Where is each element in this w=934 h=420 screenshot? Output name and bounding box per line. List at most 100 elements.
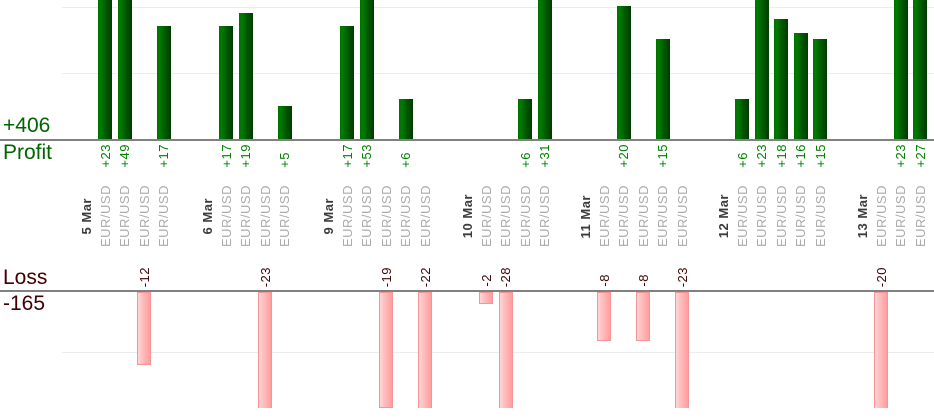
- profit-bar: [518, 99, 533, 139]
- profit-value-label-text: +6: [398, 152, 414, 168]
- profit-value-label: +53: [359, 139, 375, 168]
- symbol-label: EUR/USD: [136, 185, 152, 248]
- profit-bar: [98, 0, 113, 139]
- profit-value-label-text: +17: [339, 144, 355, 168]
- symbol-label-text: EUR/USD: [616, 185, 632, 248]
- symbol-label: EUR/USD: [517, 185, 533, 248]
- symbol-label: EUR/USD: [238, 185, 254, 248]
- date-label: 12 Mar: [715, 185, 731, 248]
- loss-value-label: -8: [596, 256, 612, 287]
- loss-bar: [137, 292, 152, 365]
- symbol-label: EUR/USD: [97, 185, 113, 248]
- profit-gridline-20: [62, 7, 934, 8]
- symbol-label: EUR/USD: [674, 185, 690, 248]
- profit-bar: [913, 0, 928, 139]
- date-label-text: 9 Mar: [320, 198, 336, 235]
- profit-value-label: +17: [339, 139, 355, 168]
- profit-value-label-text: +19: [238, 144, 254, 168]
- profit-bar: [537, 0, 552, 139]
- symbol-label-text: EUR/USD: [517, 185, 533, 248]
- symbol-label-text: EUR/USD: [398, 185, 414, 248]
- symbol-label-text: EUR/USD: [339, 185, 355, 248]
- loss-value-label: -19: [378, 256, 394, 287]
- symbol-label-text: EUR/USD: [793, 185, 809, 248]
- profit-value-label-text: +17: [218, 144, 234, 168]
- profit-value-label: +31: [537, 139, 553, 168]
- symbol-label-text: EUR/USD: [136, 185, 152, 248]
- loss-value-label: -28: [498, 256, 514, 287]
- symbol-label: EUR/USD: [655, 185, 671, 248]
- date-label: 9 Mar: [320, 185, 336, 248]
- profit-value-label-text: +6: [734, 152, 750, 168]
- symbol-label-text: EUR/USD: [912, 185, 928, 248]
- symbol-label-text: EUR/USD: [635, 185, 651, 248]
- profit-bar: [219, 26, 234, 139]
- loss-total: -165: [3, 292, 46, 315]
- profit-value-label-text: +31: [537, 144, 553, 168]
- loss-value-label: -23: [674, 256, 690, 287]
- profit-value-label: +23: [97, 139, 113, 168]
- symbol-label-text: EUR/USD: [238, 185, 254, 248]
- symbol-label-text: EUR/USD: [537, 185, 553, 248]
- profit-value-label: +19: [238, 139, 254, 168]
- profit-value-label-text: +23: [893, 144, 909, 168]
- date-label: 6 Mar: [199, 185, 215, 248]
- profit-bar: [359, 0, 374, 139]
- profit-value-label-text: +15: [812, 144, 828, 168]
- profit-bar: [774, 19, 789, 139]
- symbol-label: EUR/USD: [635, 185, 651, 248]
- symbol-label-text: EUR/USD: [378, 185, 394, 248]
- symbol-label: EUR/USD: [359, 185, 375, 248]
- profit-value-label-text: +23: [97, 144, 113, 168]
- profit-bar: [893, 0, 908, 139]
- symbol-label-text: EUR/USD: [417, 185, 433, 248]
- profit-value-label: +17: [156, 139, 172, 168]
- symbol-label-text: EUR/USD: [596, 185, 612, 248]
- loss-value-label: -23: [257, 256, 273, 287]
- profit-value-label-text: +17: [156, 144, 172, 168]
- symbol-label-text: EUR/USD: [674, 185, 690, 248]
- profit-value-label-text: +27: [912, 144, 928, 168]
- loss-bar: [675, 292, 689, 408]
- date-label-text: 12 Mar: [715, 194, 731, 239]
- profit-axis-label: Profit: [3, 141, 53, 164]
- profit-bar: [340, 26, 355, 139]
- symbol-label-text: EUR/USD: [359, 185, 375, 248]
- date-label: 10 Mar: [459, 185, 475, 248]
- symbol-label-text: EUR/USD: [498, 185, 514, 248]
- symbol-label: EUR/USD: [378, 185, 394, 248]
- profit-value-label: +23: [893, 139, 909, 168]
- symbol-label: EUR/USD: [498, 185, 514, 248]
- profit-bar: [813, 39, 827, 139]
- symbol-label: EUR/USD: [537, 185, 553, 248]
- loss-axis-line: [0, 290, 934, 292]
- loss-bar: [258, 292, 273, 408]
- symbol-label-text: EUR/USD: [156, 185, 172, 248]
- symbol-label-text: EUR/USD: [812, 185, 828, 248]
- profit-bar: [156, 26, 171, 139]
- loss-value-label: -2: [478, 256, 494, 287]
- loss-axis-label: Loss: [3, 266, 48, 289]
- symbol-label-text: EUR/USD: [873, 185, 889, 248]
- symbol-label-text: EUR/USD: [893, 185, 909, 248]
- date-label: 5 Mar: [78, 185, 94, 248]
- date-label: 13 Mar: [854, 185, 870, 248]
- profit-bar: [655, 39, 670, 139]
- symbol-label: EUR/USD: [596, 185, 612, 248]
- symbol-label-text: EUR/USD: [97, 185, 113, 248]
- profit-bars-area: [0, 0, 934, 139]
- loss-bar: [597, 292, 612, 341]
- loss-bar: [498, 292, 513, 408]
- date-label-text: 13 Mar: [854, 194, 870, 239]
- profit-value-label: +20: [616, 139, 632, 168]
- date-label-text: 11 Mar: [577, 194, 593, 239]
- symbol-label-text: EUR/USD: [478, 185, 494, 248]
- profit-value-label-text: +18: [773, 144, 789, 168]
- loss-bar: [418, 292, 432, 408]
- profit-value-label: +23: [754, 139, 770, 168]
- symbol-label-text: EUR/USD: [655, 185, 671, 248]
- date-label-text: 5 Mar: [78, 198, 94, 235]
- loss-bar: [874, 292, 889, 408]
